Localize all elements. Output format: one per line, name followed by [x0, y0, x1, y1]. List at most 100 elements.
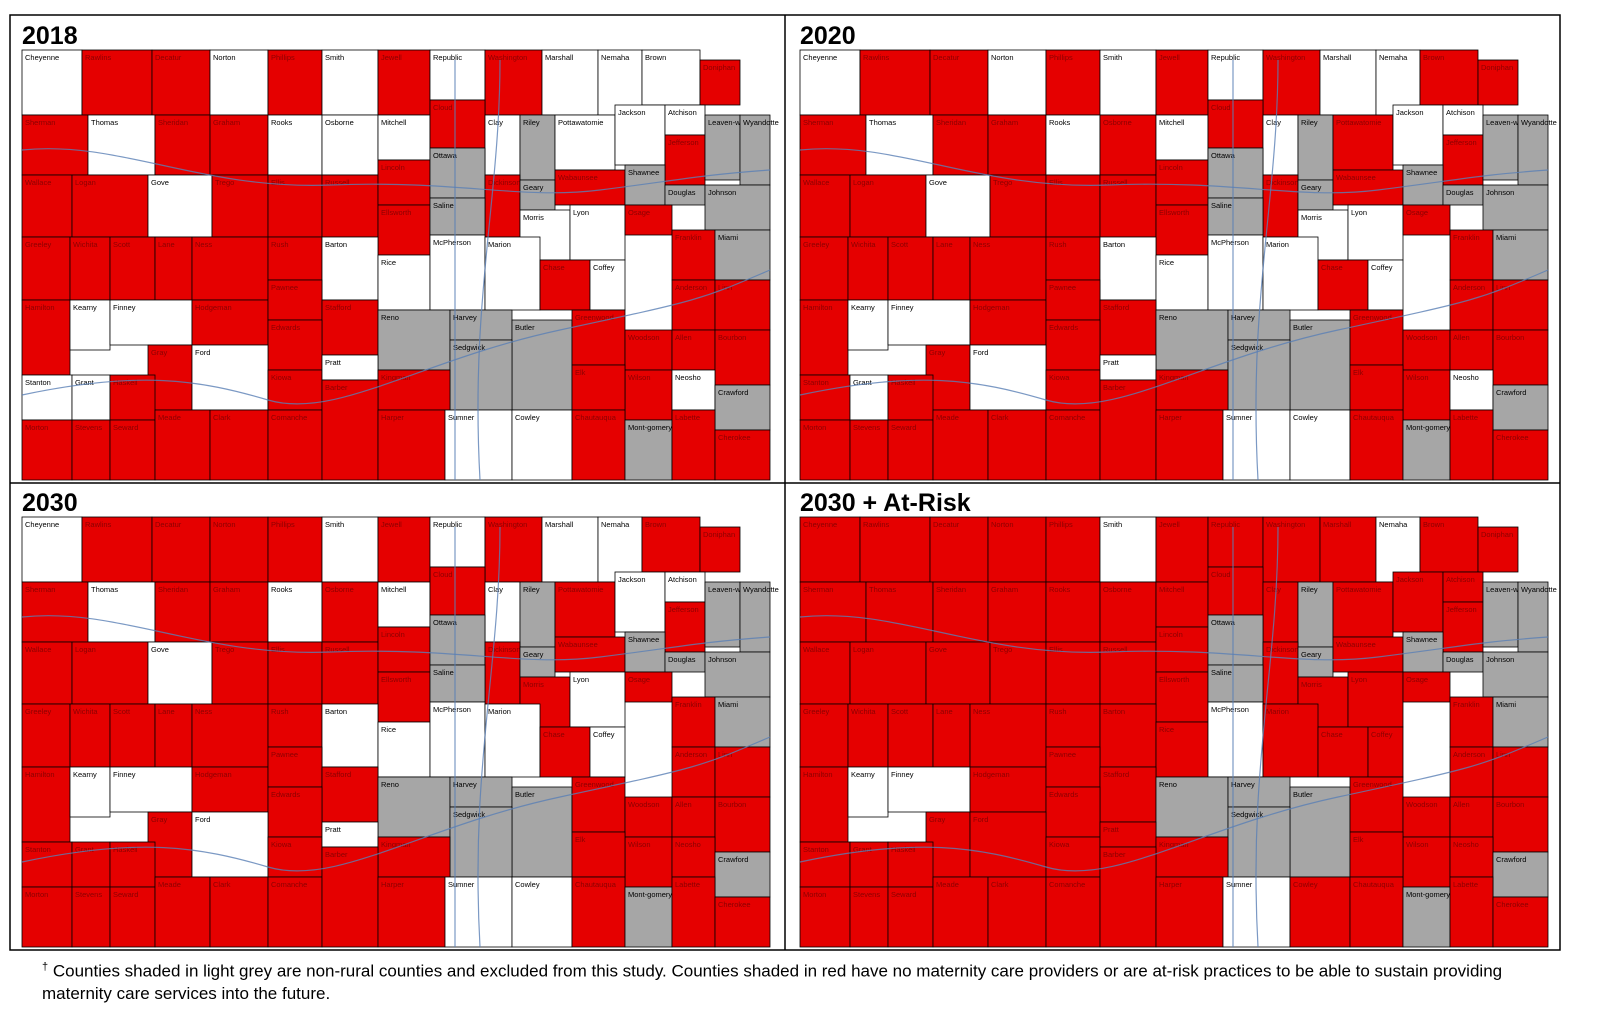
county [1155, 204, 1209, 256]
county-label: Wyandotte [1521, 118, 1557, 127]
county-label: Cherokee [1496, 433, 1529, 442]
county [799, 581, 867, 643]
county-label: Linn [718, 750, 732, 759]
county-label: Gray [151, 815, 168, 824]
county-label: Wabaunsee [1336, 173, 1376, 182]
county-label: Saline [433, 668, 454, 677]
figure: 2018 Cheyenne Rawlins Decatur Norton Phillips… [9, 14, 1561, 951]
county-label: Jackson [1396, 108, 1424, 117]
county-label: Clark [991, 880, 1009, 889]
county [1155, 114, 1209, 161]
county [641, 516, 701, 573]
county-label: Elk [1353, 368, 1364, 377]
county [209, 876, 269, 948]
county-label: Elk [575, 368, 586, 377]
county-label: Hamilton [25, 770, 55, 779]
county-label: Chautauqua [1353, 880, 1395, 889]
county-label: Clay [488, 118, 503, 127]
county [1155, 836, 1229, 878]
county [1289, 409, 1351, 481]
county-label: Cloud [433, 570, 453, 579]
road [21, 148, 771, 194]
county [624, 886, 673, 948]
county-label: Mont-gomery [1406, 423, 1450, 432]
county-label: Chautauqua [1353, 413, 1395, 422]
county-label: Jackson [618, 108, 646, 117]
county [1289, 876, 1351, 948]
county [1449, 369, 1494, 411]
county-label: Russell [1103, 178, 1128, 187]
county-label: Jewell [1159, 520, 1180, 529]
county-label: Wyandotte [743, 585, 779, 594]
county [1482, 581, 1519, 648]
county [21, 516, 83, 583]
county-label: Franklin [1453, 233, 1480, 242]
county [1155, 721, 1209, 778]
county [714, 229, 771, 281]
county [267, 516, 323, 583]
county [847, 299, 889, 351]
county [704, 114, 741, 181]
county-label: Ellsworth [1159, 208, 1189, 217]
county-label: Trego [215, 645, 234, 654]
county [1207, 614, 1264, 666]
county [1482, 651, 1549, 698]
county [1449, 876, 1494, 948]
county [1482, 114, 1519, 181]
county [1319, 49, 1377, 116]
county [191, 766, 269, 813]
county [714, 384, 771, 431]
county [1332, 581, 1394, 638]
county [799, 703, 849, 768]
county-label: Neosho [1453, 840, 1479, 849]
county [87, 581, 156, 643]
county [377, 204, 431, 256]
county [1347, 671, 1404, 728]
county-label: Anderson [1453, 750, 1485, 759]
county-label: Pawnee [271, 750, 298, 759]
county [671, 876, 716, 948]
county [377, 309, 451, 371]
county [664, 571, 706, 603]
county-label: Brown [645, 53, 666, 62]
county [154, 581, 211, 643]
county-label: Saline [1211, 668, 1232, 677]
county-label: Mont-gomery [1406, 890, 1450, 899]
county-label: Lincoln [1159, 630, 1183, 639]
county-label: Sedgwick [453, 343, 485, 352]
county [69, 766, 111, 818]
county-label: Woodson [1406, 333, 1438, 342]
county-label: Wabaunsee [558, 173, 598, 182]
county-label: Ellis [1049, 645, 1063, 654]
county-label: Doniphan [1481, 63, 1513, 72]
county [1099, 379, 1157, 481]
county-label: Shawnee [1406, 168, 1437, 177]
county-label: Rooks [271, 118, 293, 127]
county [1419, 49, 1479, 106]
county [377, 876, 446, 948]
county-label: Decatur [155, 520, 182, 529]
county [1207, 566, 1264, 616]
county [1262, 581, 1299, 643]
county [1099, 49, 1157, 116]
county-label: Grant [75, 378, 95, 387]
county-label: Greenwood [1353, 780, 1392, 789]
county [1155, 369, 1229, 411]
county-label: Norton [991, 520, 1014, 529]
road [477, 526, 501, 948]
county-label: McPherson [1211, 238, 1249, 247]
county-label: Rice [381, 258, 396, 267]
county [969, 766, 1047, 813]
county [1449, 836, 1494, 878]
county-label: Chase [543, 263, 565, 272]
county-label: Barber [1103, 383, 1126, 392]
county-label: Trego [993, 178, 1012, 187]
county-label: Harvey [1231, 780, 1255, 789]
county [847, 766, 889, 818]
county-label: Pawnee [271, 283, 298, 292]
county [849, 886, 889, 948]
county-label: Barton [325, 240, 347, 249]
county-label: Nemaha [601, 520, 630, 529]
panel-title: 2020 [800, 22, 856, 50]
county [1492, 746, 1549, 798]
